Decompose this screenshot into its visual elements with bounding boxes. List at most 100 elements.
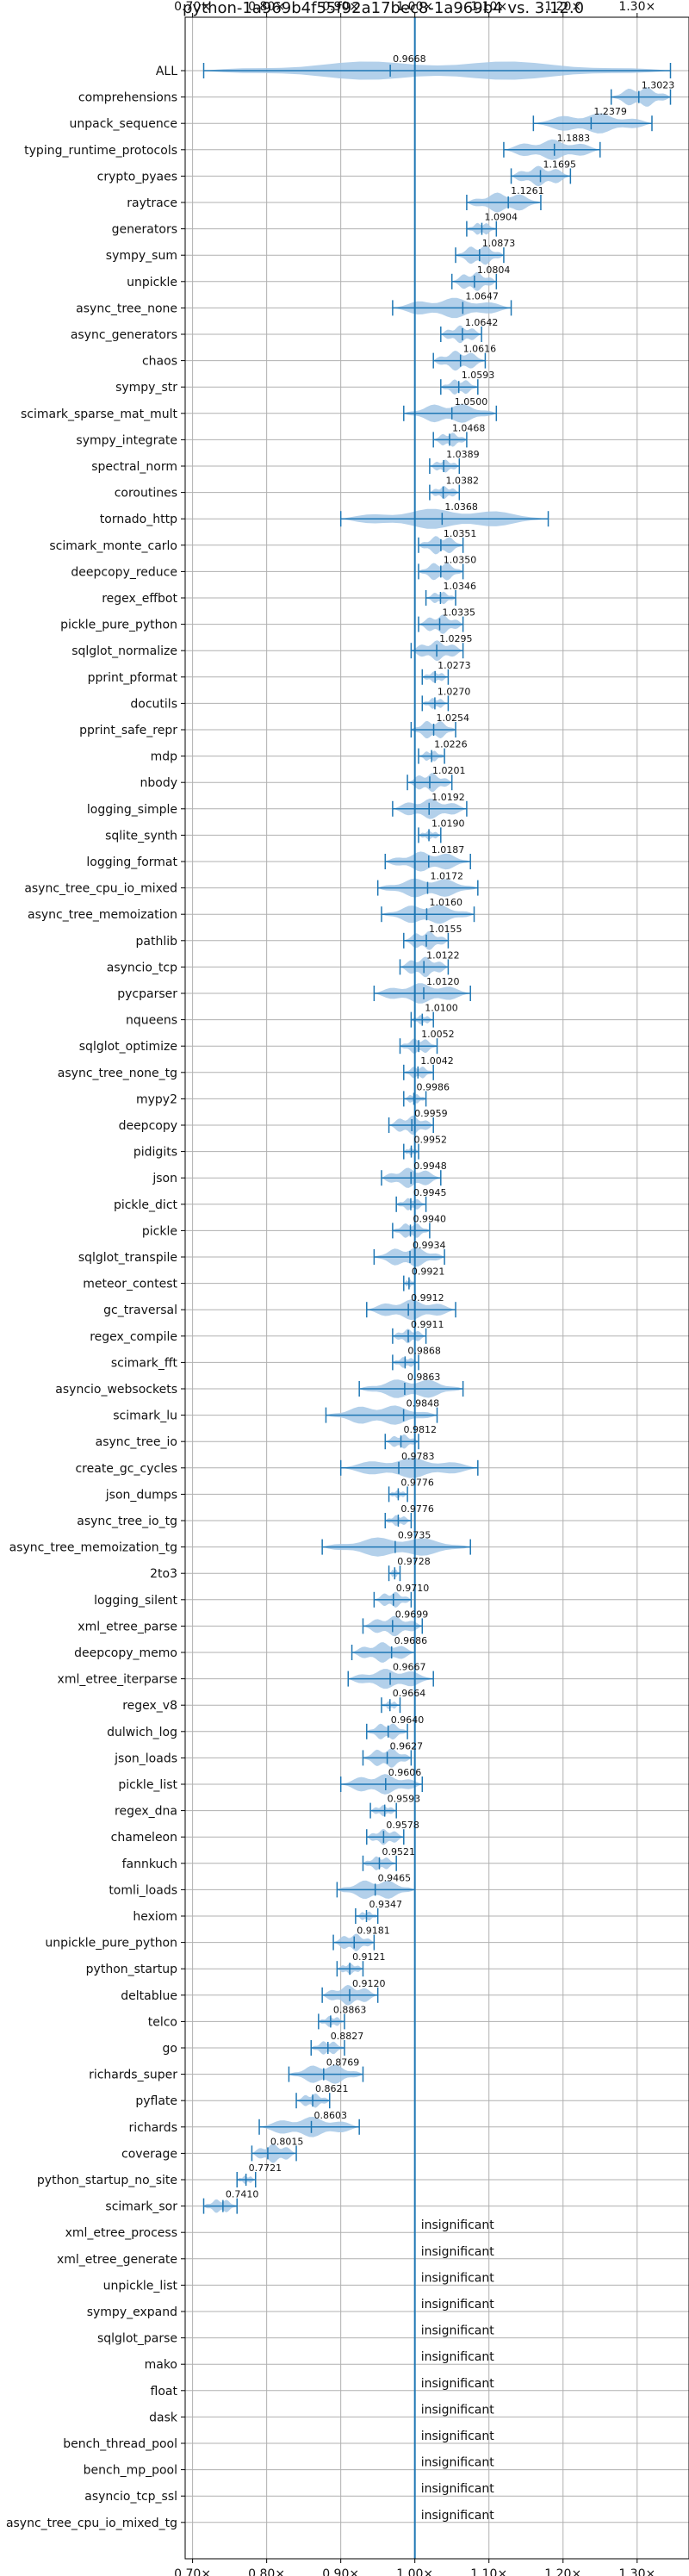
benchmark-label: nqueens <box>126 1014 177 1028</box>
benchmark-label: coroutines <box>115 487 177 501</box>
mean-value-label: 0.9627 <box>390 1740 424 1752</box>
tick-label-top: 0.70× <box>174 0 211 14</box>
mean-value-label: 0.9667 <box>393 1662 426 1673</box>
benchmark-label: async_tree_none <box>76 302 177 315</box>
mean-value-label: 1.1261 <box>511 185 544 196</box>
mean-value-label: 1.0350 <box>444 554 477 565</box>
mean-value-label: 1.3023 <box>642 80 675 91</box>
benchmark-label: typing_runtime_protocols <box>24 144 177 158</box>
benchmark-label: async_tree_io <box>96 1435 177 1449</box>
benchmark-label: tomli_loads <box>109 1883 177 1897</box>
mean-value-label: 0.9776 <box>400 1477 434 1488</box>
benchmark-label: async_tree_cpu_io_mixed_tg <box>6 2517 177 2530</box>
benchmark-label: nbody <box>140 776 178 790</box>
mean-value-label: 0.8621 <box>315 2083 349 2094</box>
mean-value-label: 1.0155 <box>429 924 462 935</box>
insignificant-label: insignificant <box>421 2298 495 2312</box>
mean-value-label: 0.9945 <box>413 1187 447 1198</box>
mean-value-label: 0.8863 <box>333 2004 367 2015</box>
benchmark-label: dask <box>149 2411 178 2424</box>
mean-value-label: 1.0187 <box>431 844 465 856</box>
mean-value-label: 0.9121 <box>352 1951 386 1963</box>
mean-value-label: 0.9776 <box>400 1503 434 1515</box>
benchmark-label: pidigits <box>133 1146 177 1160</box>
mean-value-label: 0.9952 <box>414 1135 448 1146</box>
benchmark-label: meteor_contest <box>83 1278 177 1291</box>
benchmark-label: generators <box>112 223 177 237</box>
mean-value-label: 0.8827 <box>331 2031 364 2042</box>
mean-value-label: 0.9912 <box>411 1292 444 1304</box>
benchmark-label: float <box>151 2385 178 2399</box>
benchmark-label: scimark_sor <box>105 2200 177 2214</box>
benchmark-label: telco <box>148 2015 177 2029</box>
mean-value-label: 1.0368 <box>444 501 478 513</box>
mean-value-label: 1.0190 <box>431 818 464 829</box>
tick-label-bottom: 1.00× <box>396 2567 433 2576</box>
benchmark-label: deepcopy_memo <box>74 1646 177 1660</box>
mean-value-label: 1.0254 <box>437 712 469 724</box>
benchmark-label: chaos <box>142 355 177 369</box>
benchmark-label: pickle_dict <box>114 1198 178 1212</box>
benchmark-label: regex_compile <box>90 1330 177 1344</box>
mean-value-label: 0.9668 <box>393 53 426 65</box>
benchmark-label: scimark_sparse_mat_mult <box>21 408 177 421</box>
mean-value-label: 1.0351 <box>444 528 477 539</box>
insignificant-label: insignificant <box>421 2482 495 2496</box>
benchmark-label: asyncio_tcp <box>107 961 177 974</box>
benchmark-label: 2to3 <box>150 1567 177 1581</box>
mean-value-label: 1.0295 <box>439 633 472 644</box>
insignificant-label: insignificant <box>421 2245 495 2259</box>
benchmark-label: async_tree_memoization_tg <box>9 1541 177 1555</box>
benchmark-label: create_gc_cycles <box>75 1462 177 1476</box>
benchmark-label: hexiom <box>133 1910 177 1924</box>
mean-value-label: 0.9863 <box>407 1372 441 1383</box>
mean-value-label: 0.9934 <box>413 1240 446 1251</box>
mean-value-label: 1.0052 <box>421 1029 454 1040</box>
benchmark-label: ALL <box>156 65 177 78</box>
mean-value-label: 0.9735 <box>398 1530 431 1541</box>
benchmark-label: json_loads <box>114 1752 177 1765</box>
benchmark-label: async_tree_io_tg <box>77 1515 177 1528</box>
benchmark-label: pickle <box>142 1224 177 1238</box>
mean-value-label: 1.1883 <box>557 133 591 144</box>
labels-layer: ALL 0.9668 comprehensions 1.3023 unpack_sequ… <box>6 53 674 2530</box>
benchmark-label: unpack_sequence <box>70 117 177 131</box>
mean-value-label: 0.9181 <box>357 1926 390 1937</box>
mean-value-label: 0.9812 <box>404 1424 438 1435</box>
mean-value-label: 0.9664 <box>393 1688 426 1699</box>
grid-lines <box>185 17 689 2559</box>
benchmark-label: json <box>152 1172 177 1185</box>
tick-label-bottom: 0.80× <box>248 2567 285 2576</box>
benchmark-label: pickle_list <box>118 1778 177 1792</box>
mean-value-label: 1.0593 <box>462 370 495 381</box>
mean-value-label: 1.0226 <box>434 739 467 750</box>
mean-value-label: 1.0346 <box>443 581 476 592</box>
benchmark-label: comprehensions <box>78 91 177 105</box>
mean-value-label: 0.9848 <box>407 1398 440 1409</box>
benchmark-label: logging_simple <box>87 803 177 817</box>
mean-value-label: 1.0804 <box>477 264 511 276</box>
benchmark-label: python_startup_no_site <box>37 2174 177 2187</box>
mean-value-label: 1.0873 <box>482 238 516 249</box>
benchmark-label: pprint_safe_repr <box>79 724 177 737</box>
benchmark-label: crypto_pyaes <box>97 170 177 184</box>
insignificant-label: insignificant <box>421 2377 495 2391</box>
benchmark-label: xml_etree_generate <box>57 2253 177 2267</box>
benchmark-label: chameleon <box>111 1831 177 1845</box>
mean-value-label: 0.7410 <box>226 2189 259 2200</box>
tick-label-top: 1.30× <box>618 0 655 14</box>
benchmark-label: asyncio_tcp_ssl <box>84 2490 177 2504</box>
benchmark-label: mako <box>145 2358 177 2372</box>
benchmark-label: sqlglot_optimize <box>79 1040 177 1054</box>
mean-value-label: 1.2379 <box>593 106 627 117</box>
mean-value-label: 0.9911 <box>411 1319 444 1330</box>
benchmark-label: mypy2 <box>136 1092 177 1106</box>
mean-value-label: 0.9521 <box>382 1846 415 1857</box>
mean-value-label: 1.0201 <box>432 765 466 776</box>
mean-value-label: 1.0642 <box>465 317 499 328</box>
tick-label-bottom: 1.10× <box>470 2567 507 2576</box>
benchmark-label: sqlite_synth <box>105 829 177 843</box>
benchmark-label: unpickle_list <box>103 2279 178 2293</box>
mean-value-label: 1.1695 <box>543 159 577 170</box>
